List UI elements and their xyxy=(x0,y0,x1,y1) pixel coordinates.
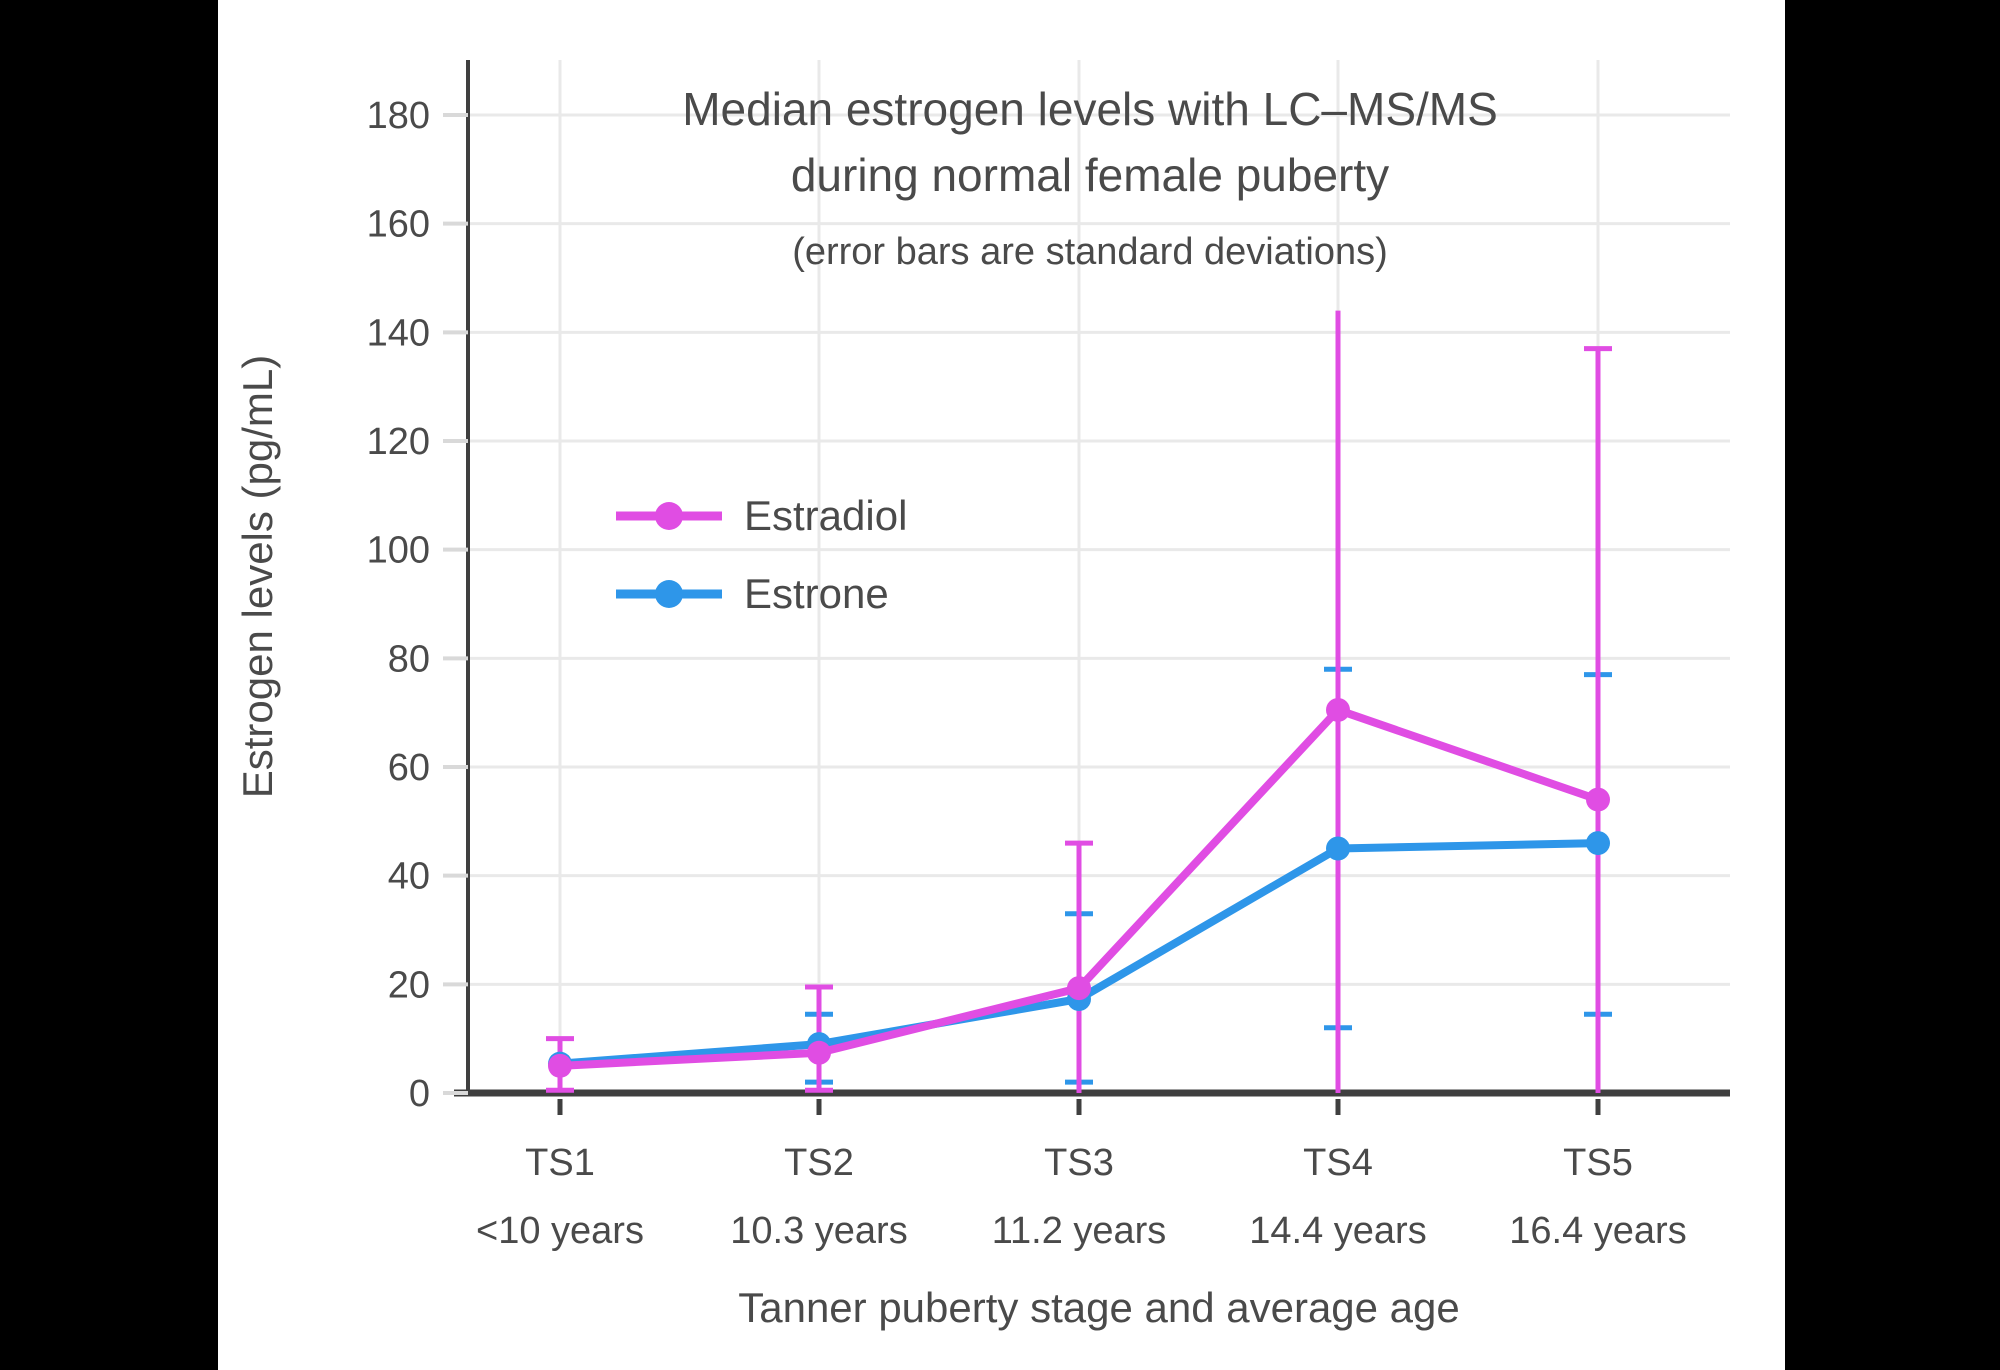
estradiol-marker-TS3[interactable] xyxy=(1067,976,1091,1001)
y-axis-title: Estrogen levels (pg/mL) xyxy=(234,355,281,799)
x-category-sublabel: <10 years xyxy=(476,1210,644,1252)
x-category-sublabel: 16.4 years xyxy=(1509,1210,1686,1252)
x-category-label: TS3 xyxy=(1044,1142,1114,1184)
y-tick-label-0: 0 xyxy=(409,1073,430,1115)
y-tick-label-40: 40 xyxy=(388,856,430,898)
x-category-label: TS2 xyxy=(784,1142,854,1184)
chart-title-line2: during normal female puberty xyxy=(791,149,1389,201)
x-category-sublabel: 14.4 years xyxy=(1249,1210,1426,1252)
y-tick-label-160: 160 xyxy=(367,204,430,246)
y-tick-label-120: 120 xyxy=(367,421,430,463)
x-axis-title: Tanner puberty stage and average age xyxy=(738,1284,1460,1331)
y-tick-label-100: 100 xyxy=(367,530,430,572)
chart-subtitle: (error bars are standard deviations) xyxy=(792,231,1388,273)
estrone-marker-TS5[interactable] xyxy=(1586,831,1610,856)
legend-marker-estradiol[interactable] xyxy=(655,502,683,530)
estradiol-marker-TS2[interactable] xyxy=(807,1040,831,1065)
x-category-label: TS4 xyxy=(1303,1142,1373,1184)
chart-paper xyxy=(218,0,1785,1370)
x-category-label: TS1 xyxy=(525,1142,595,1184)
estrone-marker-TS4[interactable] xyxy=(1326,836,1350,861)
x-category-sublabel: 10.3 years xyxy=(730,1210,907,1252)
y-tick-label-80: 80 xyxy=(388,638,430,680)
x-category-label: TS5 xyxy=(1563,1142,1633,1184)
legend-marker-estrone[interactable] xyxy=(655,580,683,608)
x-category-sublabel: 11.2 years xyxy=(992,1210,1167,1252)
y-tick-label-140: 140 xyxy=(367,312,430,354)
estradiol-marker-TS4[interactable] xyxy=(1326,697,1350,722)
estradiol-marker-TS5[interactable] xyxy=(1586,787,1610,812)
y-tick-label-20: 20 xyxy=(388,964,430,1006)
legend-label-estrone[interactable]: Estrone xyxy=(744,570,889,617)
estradiol-marker-TS1[interactable] xyxy=(548,1053,572,1078)
y-tick-label-180: 180 xyxy=(367,95,430,137)
y-tick-label-60: 60 xyxy=(388,747,430,789)
legend-label-estradiol[interactable]: Estradiol xyxy=(744,492,907,539)
chart-title-line1: Median estrogen levels with LC–MS/MS xyxy=(682,83,1498,135)
